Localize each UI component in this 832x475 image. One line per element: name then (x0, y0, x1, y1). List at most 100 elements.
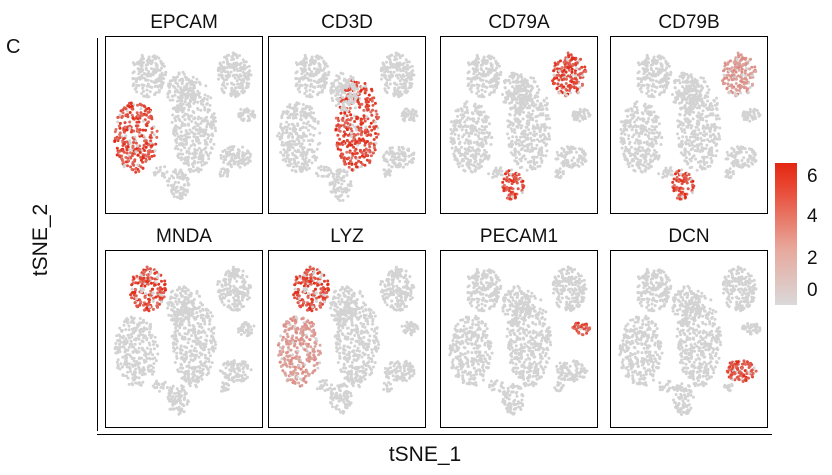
cell-point (241, 118, 244, 122)
cell-point (338, 194, 342, 198)
cell-point (116, 120, 120, 124)
cell-point (527, 111, 531, 115)
cell-point (366, 100, 370, 104)
cell-point (390, 150, 394, 153)
cell-point (279, 126, 283, 130)
cell-point (703, 125, 707, 129)
cell-point (145, 95, 149, 99)
cell-point (246, 161, 250, 165)
cell-point (570, 58, 574, 61)
cell-point (160, 66, 164, 70)
cell-point (307, 67, 311, 70)
cell-point (463, 169, 467, 173)
cell-point (339, 85, 343, 88)
cell-point (368, 160, 372, 164)
cell-point (698, 131, 702, 135)
cell-point (575, 118, 579, 122)
cell-point (152, 133, 156, 137)
cell-point (748, 85, 752, 89)
cell-point (658, 92, 662, 96)
cell-point (328, 183, 332, 187)
cell-point (706, 91, 710, 95)
cell-point (362, 116, 366, 120)
cell-point (347, 103, 351, 107)
cell-point (650, 59, 654, 63)
cell-point (460, 109, 464, 113)
cell-point (470, 90, 474, 94)
cell-point (531, 101, 535, 105)
cell-point (280, 136, 284, 140)
cell-point (210, 133, 214, 137)
cell-point (184, 137, 188, 141)
cell-point (515, 138, 519, 142)
cell-point (677, 136, 681, 140)
cell-point (345, 114, 349, 118)
cell-point (715, 125, 719, 129)
cell-point (647, 71, 651, 75)
cell-point (576, 163, 579, 167)
cell-point (699, 164, 702, 168)
cell-point (145, 78, 149, 82)
cell-point (191, 87, 195, 90)
cell-point (199, 134, 203, 138)
cell-point (707, 88, 711, 92)
cell-point (243, 76, 247, 80)
cell-point (308, 95, 312, 99)
cell-point (536, 91, 540, 95)
cell-point (221, 150, 225, 153)
cell-point (689, 80, 693, 84)
cell-point (288, 131, 292, 135)
cell-point (732, 60, 736, 64)
cell-point (640, 77, 644, 81)
cell-point (329, 91, 333, 95)
cell-point (134, 170, 138, 174)
cell-point (144, 160, 148, 163)
cell-point (349, 135, 353, 139)
cell-point (574, 77, 577, 81)
cell-point (712, 98, 716, 102)
cell-point (494, 59, 498, 63)
cell-point (474, 159, 478, 163)
cell-point (301, 103, 305, 106)
cell-point (472, 72, 476, 76)
cell-point (464, 124, 467, 128)
cell-point (652, 55, 656, 59)
cell-point (280, 140, 284, 144)
cell-point (289, 144, 293, 148)
cell-point (398, 61, 402, 65)
cell-point (182, 107, 186, 111)
cell-point (474, 165, 478, 169)
cell-point (359, 133, 363, 137)
cell-point (222, 65, 226, 69)
cell-point (168, 79, 172, 83)
cell-point (754, 70, 758, 73)
cell-point (138, 147, 142, 151)
cluster-center (334, 78, 381, 172)
cell-point (195, 139, 199, 143)
cell-point (475, 140, 479, 144)
cell-point (135, 90, 139, 94)
cell-point (179, 97, 183, 101)
cell-point (398, 73, 401, 77)
cell-point (529, 164, 532, 168)
cell-point (191, 80, 195, 84)
cell-point (575, 81, 579, 84)
cell-point (685, 125, 689, 129)
cell-point (172, 129, 176, 133)
cell-point (196, 100, 200, 104)
cell-point (180, 177, 184, 181)
cell-point (406, 76, 410, 80)
cell-point (468, 145, 471, 149)
cell-point (686, 162, 690, 166)
cell-point (219, 63, 223, 66)
cell-point (385, 90, 389, 94)
cell-point (187, 116, 191, 120)
cell-point (360, 130, 364, 134)
cell-point (693, 144, 697, 148)
cell-point (360, 150, 364, 154)
cell-point (713, 122, 716, 126)
cell-point (578, 154, 581, 158)
cell-point (179, 94, 183, 98)
cell-point (488, 92, 492, 96)
cell-point (148, 85, 152, 89)
